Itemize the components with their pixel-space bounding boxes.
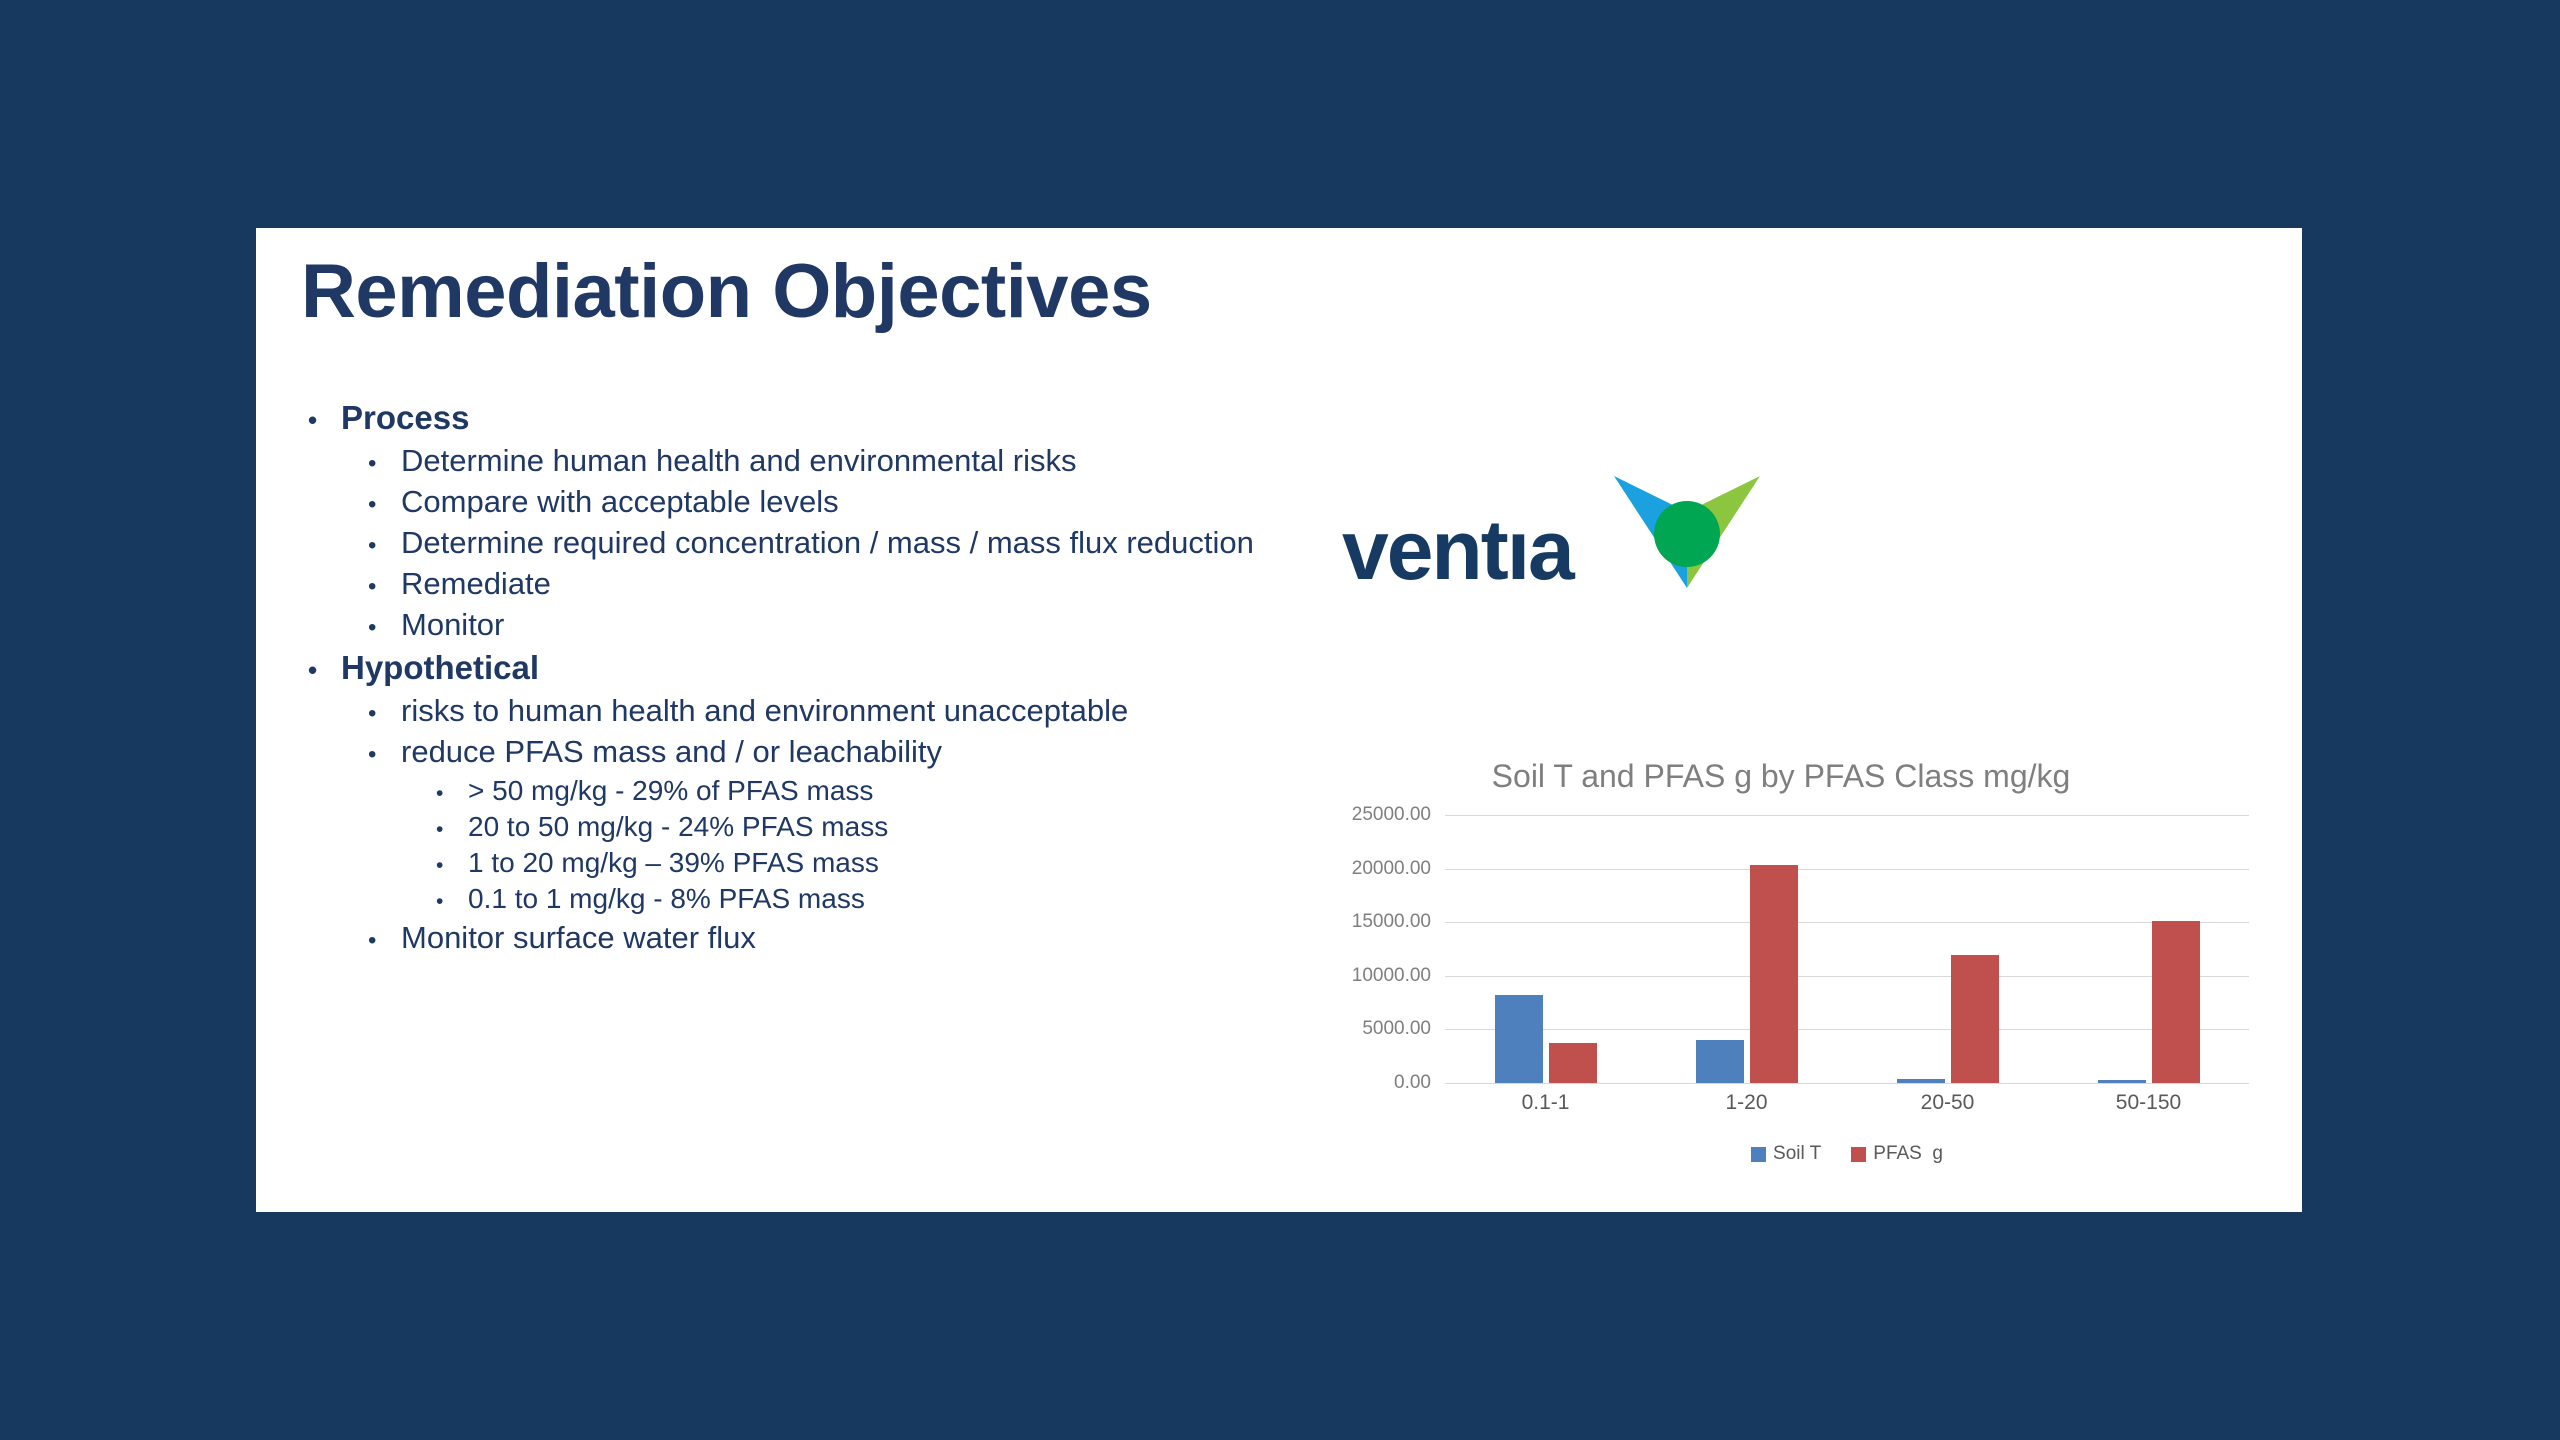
bullet-text: risks to human health and environment un… — [401, 693, 1129, 728]
bullet-dot-icon: • — [368, 927, 377, 954]
bullet-text: Monitor surface water flux — [401, 920, 756, 955]
chart-bar — [1749, 865, 1798, 1083]
bullet-dot-icon: • — [368, 614, 377, 641]
bullet-text: reduce PFAS mass and / or leachability — [401, 734, 943, 769]
chart-legend-swatch-icon — [1751, 1146, 1767, 1162]
chart-bar-group — [1847, 815, 2048, 1083]
chart-legend-swatch-icon — [1851, 1146, 1867, 1162]
chart-y-tick-label: 25000.00 — [1351, 804, 1431, 825]
ventia-logo: ventıa — [1342, 472, 1762, 592]
bullet-text: Compare with acceptable levels — [401, 484, 839, 519]
chart-gridline — [1445, 922, 2249, 924]
chart-x-tick-label: 20-50 — [1920, 1091, 1975, 1114]
chart-y-tick-label: 10000.00 — [1351, 964, 1431, 986]
bullet-item: • 0.1 to 1 mg/kg - 8% PFAS mass — [436, 883, 1576, 915]
chart-gridline — [1445, 975, 2249, 977]
chart-bar-group — [1646, 815, 1847, 1083]
bullet-item: • Monitor surface water flux — [368, 920, 1576, 956]
page-title: Remediation Objectives — [301, 249, 1152, 334]
bullet-dot-icon: • — [368, 741, 377, 768]
bullet-dot-icon: • — [308, 405, 318, 435]
bullet-item: • Hypothetical — [308, 649, 1576, 687]
chart-bar-group — [1445, 815, 1646, 1083]
chart-legend-item: Soil T — [1751, 1143, 1821, 1165]
bullet-text: Hypothetical — [341, 649, 540, 686]
chart-legend-item: PFAS g — [1851, 1143, 1943, 1165]
bullet-item: • 20 to 50 mg/kg - 24% PFAS mass — [436, 811, 1576, 843]
chart-x-axis: 0.1-1 1-20 20-50 50-150 — [1445, 1091, 2249, 1115]
chart-gridline — [1445, 815, 2249, 816]
bullet-item: • reduce PFAS mass and / or leachability — [368, 734, 1576, 770]
bullet-text: 20 to 50 mg/kg - 24% PFAS mass — [468, 811, 889, 842]
bullet-dot-icon: • — [436, 890, 444, 913]
bullet-text: Determine required concentration / mass … — [401, 525, 1254, 560]
chart-bar-group — [2048, 815, 2249, 1083]
chart-legend: Soil T PFAS g — [1445, 1143, 2249, 1165]
bullet-list: • Process • Determine human health and envi… — [296, 393, 1576, 961]
bullet-dot-icon: • — [436, 782, 444, 805]
chart-x-tick-label: 0.1-1 — [1521, 1091, 1570, 1114]
bullet-text: Monitor — [401, 607, 505, 642]
bullet-item: • Monitor — [368, 607, 1576, 643]
bullet-item: • Process — [308, 399, 1576, 437]
ventia-wordmark: ventıa — [1342, 503, 1575, 597]
chart-title: Soil T and PFAS g by PFAS Class mg/kg — [1491, 758, 2071, 794]
bullet-dot-icon: • — [436, 818, 444, 841]
bullet-item: • Determine human health and environmenta… — [368, 443, 1576, 479]
bullet-text: > 50 mg/kg - 29% of PFAS mass — [468, 775, 874, 806]
chart-bar — [2097, 1080, 2146, 1083]
chart-bar — [1695, 1040, 1744, 1083]
chart-y-tick-label: 0.00 — [1394, 1072, 1431, 1093]
chart-gridline — [1445, 868, 2249, 870]
chart-y-tick-label: 5000.00 — [1362, 1018, 1431, 1040]
chart-y-tick-label: 20000.00 — [1351, 857, 1431, 879]
bullet-dot-icon: • — [436, 854, 444, 877]
bullet-dot-icon: • — [368, 491, 377, 518]
pfas-bar-chart: Soil T and PFAS g by PFAS Class mg/kg 0.… — [1281, 758, 2281, 1208]
bullet-item: • > 50 mg/kg - 29% of PFAS mass — [436, 775, 1576, 807]
bullet-item: • Compare with acceptable levels — [368, 484, 1576, 520]
bullet-text: Process — [341, 399, 470, 436]
chart-bar — [2151, 921, 2200, 1083]
bullet-text: Determine human health and environmental… — [401, 443, 1077, 478]
chart-bar — [1494, 995, 1543, 1083]
chart-bar — [1950, 955, 1999, 1083]
chart-legend-label: Soil T — [1773, 1143, 1822, 1164]
bullet-dot-icon: • — [368, 700, 377, 727]
slide-canvas: Remediation Objectives • Process • Determin… — [256, 228, 2302, 1212]
bullet-item: • risks to human health and environment u… — [368, 693, 1576, 729]
chart-y-tick-label: 15000.00 — [1351, 911, 1431, 933]
chart-gridline — [1445, 1083, 2249, 1084]
bullet-item: • 1 to 20 mg/kg – 39% PFAS mass — [436, 847, 1576, 879]
chart-legend-label: PFAS g — [1873, 1143, 1943, 1164]
ventia-v-mark-icon — [1612, 472, 1762, 588]
chart-gridline — [1445, 1029, 2249, 1031]
chart-x-tick-label: 1-20 — [1725, 1091, 1768, 1114]
bullet-text: 0.1 to 1 mg/kg - 8% PFAS mass — [468, 883, 865, 914]
chart-bar — [1896, 1078, 1945, 1083]
chart-bar — [1548, 1043, 1597, 1083]
bullet-text: 1 to 20 mg/kg – 39% PFAS mass — [468, 847, 879, 878]
bullet-dot-icon: • — [308, 655, 318, 685]
bullet-dot-icon: • — [368, 573, 377, 600]
bullet-dot-icon: • — [368, 532, 377, 559]
chart-bar-groups — [1445, 815, 2249, 1083]
bullet-text: Remediate — [401, 566, 551, 601]
bullet-item: • Determine required concentration / mass… — [368, 525, 1576, 561]
chart-plot-area: 0.00 5000.00 10000.00 15000.00 20000.00 25000… — [1352, 804, 2249, 1093]
bullet-item: • Remediate — [368, 566, 1576, 602]
bullet-dot-icon: • — [368, 450, 377, 477]
chart-x-tick-label: 50-150 — [2115, 1091, 2182, 1114]
